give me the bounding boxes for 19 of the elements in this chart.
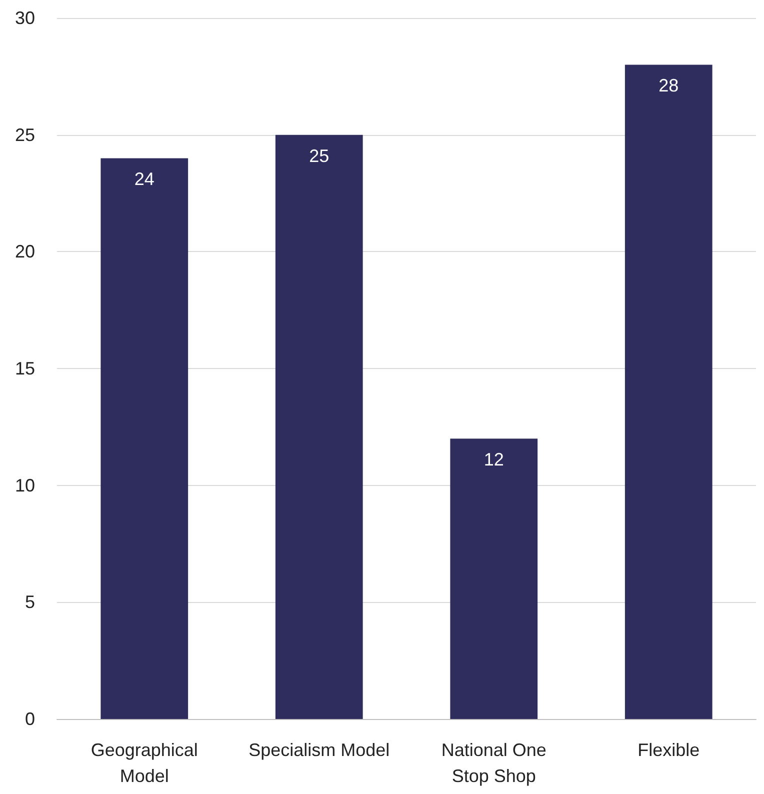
y-tick-label: 30 [14, 8, 35, 28]
data-label: 24 [134, 169, 154, 190]
bar [624, 64, 712, 719]
y-tick-label: 10 [14, 475, 35, 496]
y-tick-label: 5 [24, 592, 35, 612]
y-tick-label: 25 [14, 124, 35, 145]
x-tick-label: Geographical Model [90, 740, 198, 786]
bar [275, 134, 363, 719]
bar [100, 158, 188, 719]
bar [450, 438, 538, 719]
x-tick-label: National One Stop Shop [441, 740, 546, 786]
data-label: 25 [309, 146, 330, 166]
data-label: 28 [658, 76, 679, 96]
data-label: 12 [484, 450, 504, 470]
x-tick-label: Specialism Model [248, 740, 390, 760]
y-tick-label: 0 [24, 709, 35, 729]
y-tick-label: 15 [14, 358, 35, 378]
x-tick-label: Flexible [638, 740, 700, 760]
y-tick-label: 20 [14, 242, 35, 262]
